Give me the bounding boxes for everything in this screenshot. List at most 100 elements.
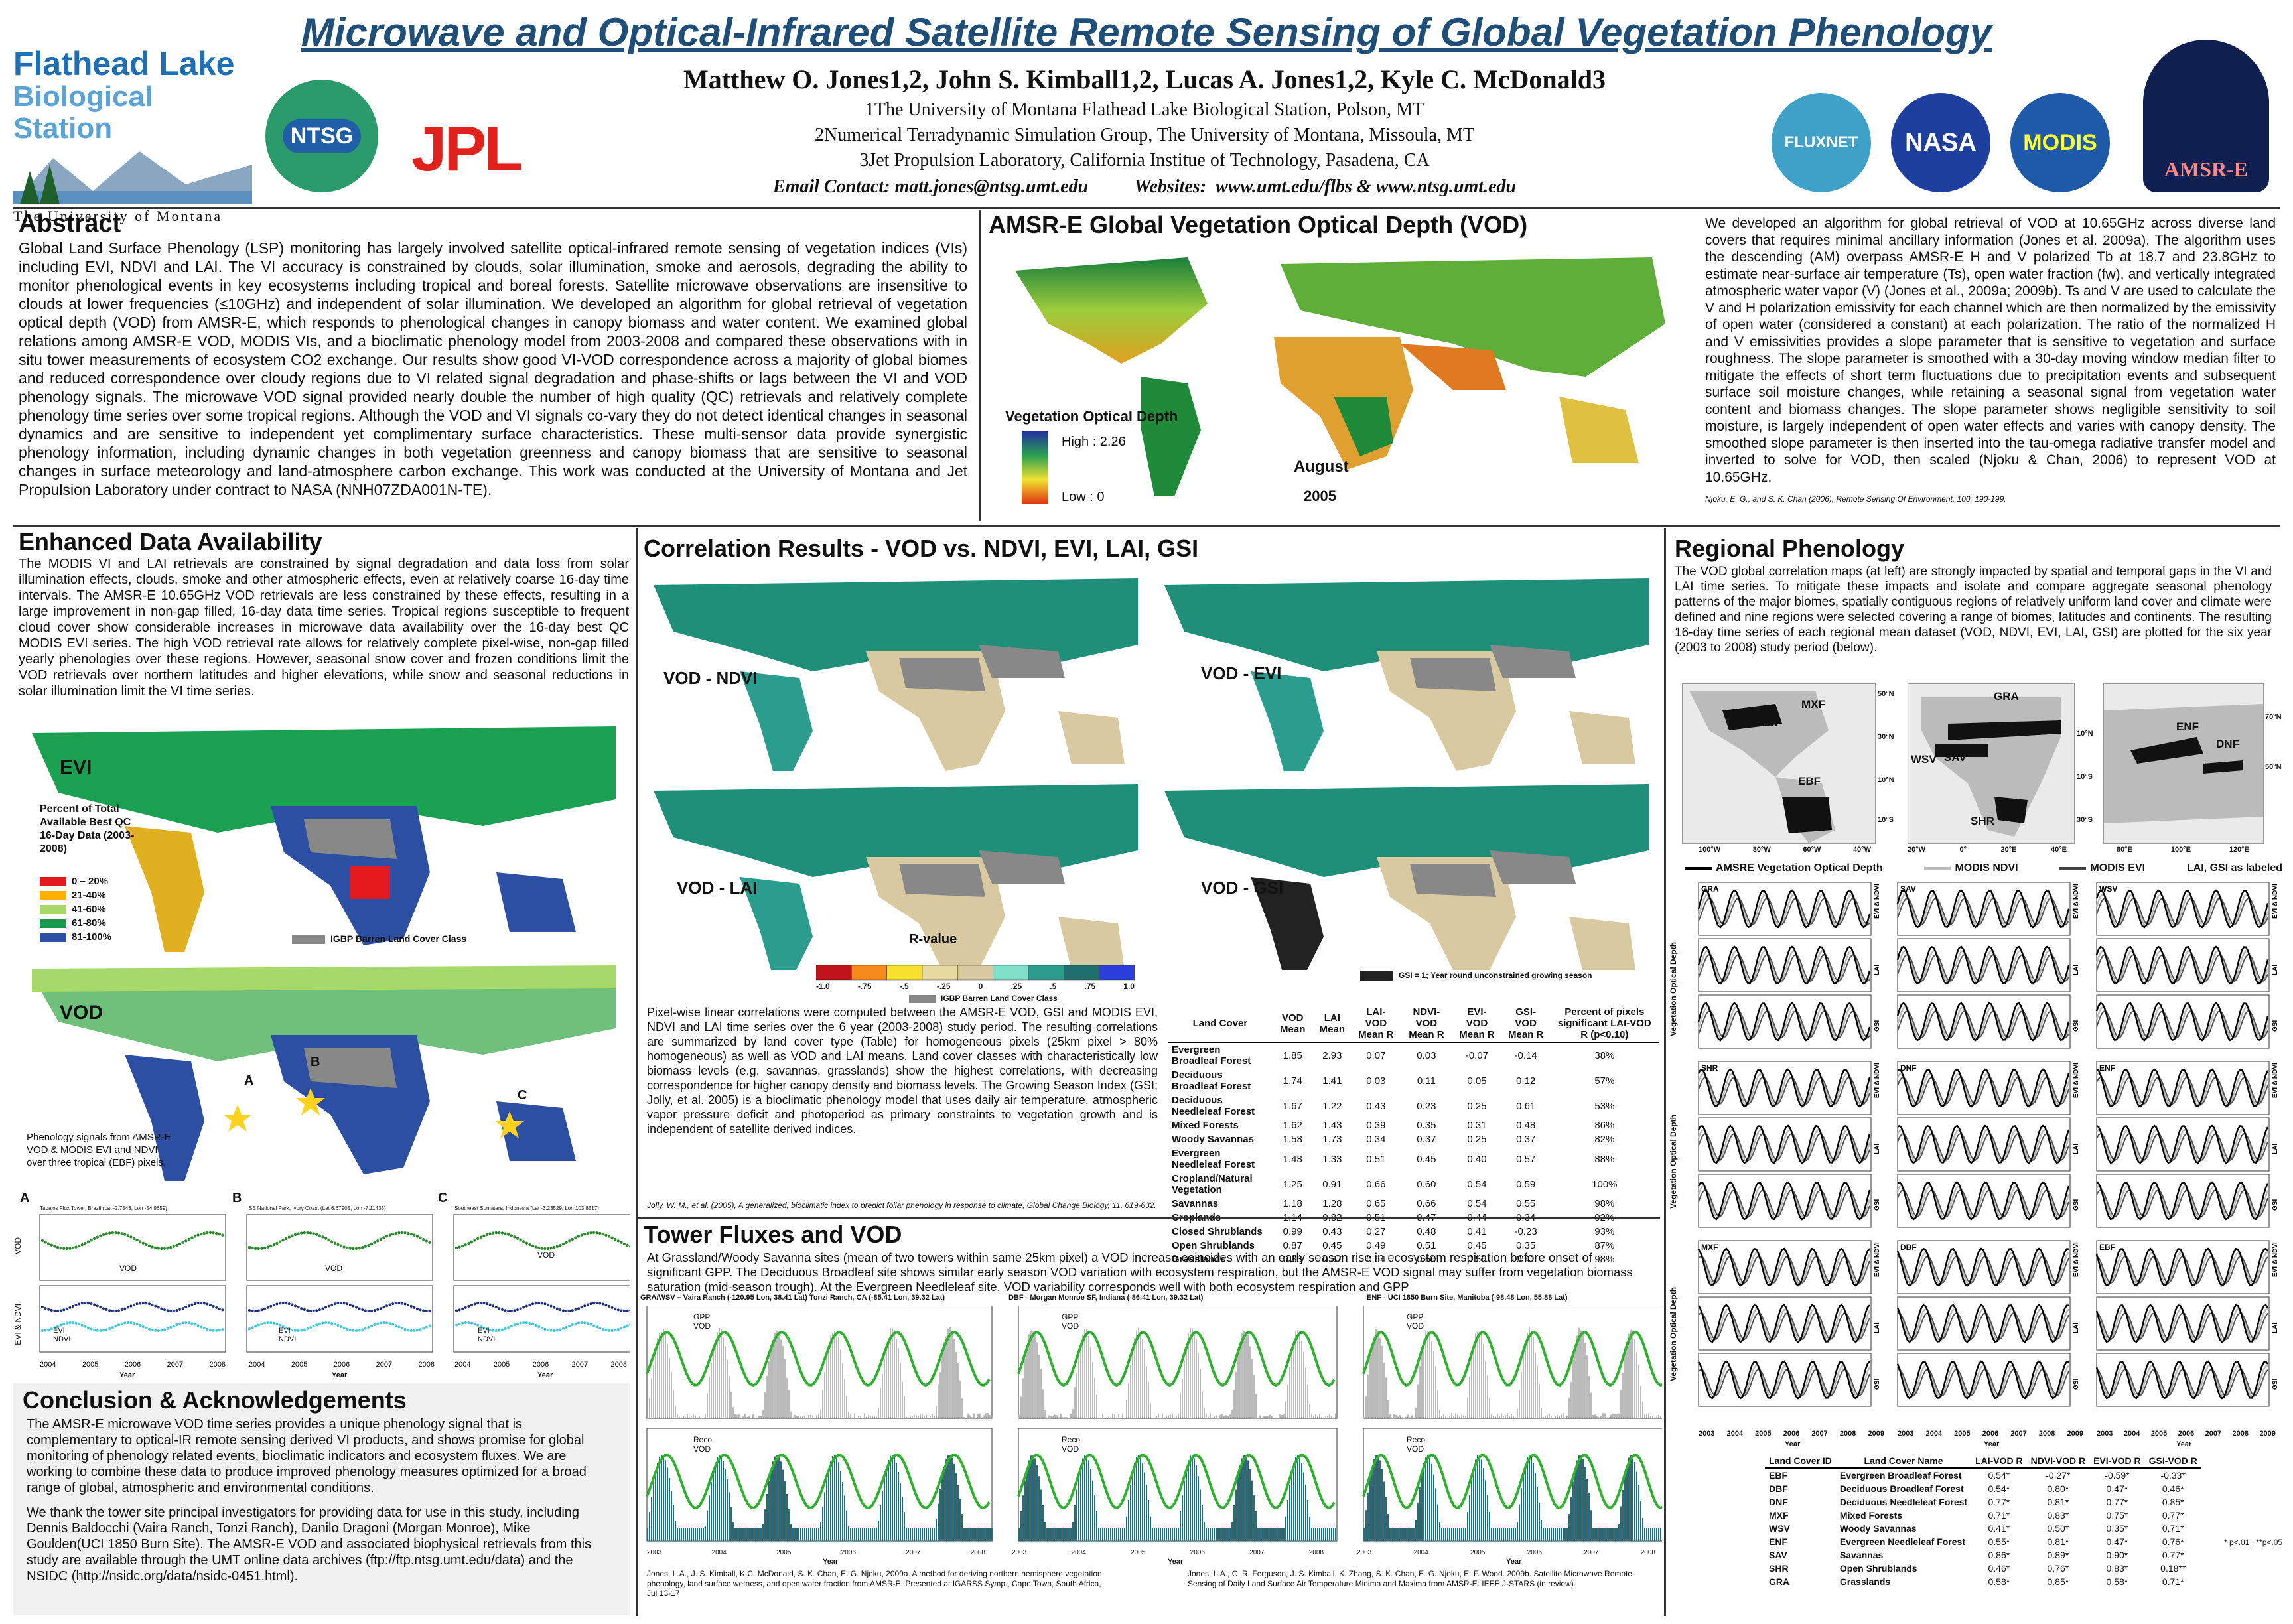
- legend-item-1: 0 – 20%: [40, 876, 111, 887]
- vod-point: [556, 1245, 559, 1248]
- gpp-bar: [778, 1333, 780, 1418]
- vod-point: [388, 1233, 391, 1236]
- divider: [636, 528, 638, 1616]
- gpp-bar: [824, 1372, 825, 1418]
- evi-point: [260, 1323, 263, 1325]
- reco-bar: [723, 1461, 724, 1541]
- gpp-bar: [1267, 1416, 1269, 1418]
- reco-bar: [961, 1514, 963, 1541]
- ndvi-point: [173, 1310, 175, 1312]
- vod-point: [528, 1243, 531, 1246]
- tower-reference-2: Jones, L.A., C. R. Ferguson, J. S. Kimba…: [1188, 1569, 1652, 1589]
- year-tick: 2007: [2205, 1430, 2221, 1438]
- reco-bar: [886, 1467, 887, 1541]
- ndvi-point: [346, 1302, 348, 1305]
- vod-point: [181, 1241, 184, 1243]
- reco-bar: [1642, 1518, 1643, 1541]
- tower-chart-2: [1018, 1306, 1337, 1541]
- site-c-year-ticks: 2004 2005 2006 2007 2008: [454, 1361, 627, 1369]
- ndvi-point: [629, 1309, 630, 1312]
- gpp-bar: [886, 1347, 887, 1418]
- reco-bar: [1411, 1528, 1413, 1541]
- reco-bar: [727, 1479, 728, 1541]
- table-cell: 0.34: [1352, 1132, 1401, 1146]
- gpp-bar: [1315, 1414, 1316, 1418]
- gpp-bar: [1612, 1414, 1614, 1418]
- reg-header-1: Land Cover Name: [1836, 1454, 1971, 1468]
- reco-bar: [1441, 1528, 1442, 1541]
- ndvi-point: [349, 1304, 352, 1306]
- vod-point: [291, 1234, 293, 1237]
- evi-point: [315, 1323, 318, 1326]
- gpp-bar: [1616, 1414, 1618, 1418]
- gpp-bar: [687, 1414, 688, 1418]
- gpp-bar: [1086, 1329, 1087, 1418]
- vod-lai-label: VOD - LAI: [677, 878, 757, 898]
- reco-bar: [1407, 1528, 1409, 1541]
- reco-bar: [754, 1528, 756, 1541]
- year-tick: 2003: [2097, 1430, 2113, 1438]
- reco-bar: [798, 1528, 799, 1541]
- table-cell: 0.35: [1401, 1118, 1453, 1132]
- evi-point: [114, 1325, 117, 1327]
- gpp-bar: [1634, 1339, 1635, 1418]
- americas-lat-ticks: 50°N 30°N 10°N 10°S: [1878, 683, 1904, 843]
- regional-map-americas: [1682, 683, 1876, 844]
- ndvi-point: [123, 1307, 126, 1310]
- reco-bar: [1624, 1476, 1626, 1541]
- gpp-bar: [669, 1357, 670, 1418]
- lat-tick: 50°N: [2265, 763, 2282, 771]
- ndvi-point: [330, 1304, 333, 1306]
- map-landmass: [1058, 917, 1125, 970]
- gpp-bar: [892, 1329, 893, 1418]
- regional-left-axis-2: Vegetation Optical Depth: [1669, 1115, 1678, 1209]
- reco-bar: [1331, 1528, 1332, 1541]
- regional-table: Land Cover ID Land Cover Name LAI-VOD R NDV…: [1765, 1454, 2201, 1588]
- evi-point: [602, 1328, 604, 1331]
- gpp-bar: [900, 1363, 901, 1418]
- divider: [979, 210, 981, 521]
- vod-point: [549, 1247, 552, 1249]
- table-cell: 1.22: [1313, 1093, 1352, 1118]
- evi-point: [531, 1323, 534, 1325]
- site-a-ndvi-series-label: NDVI: [53, 1335, 70, 1343]
- ndvi-point: [489, 1304, 492, 1306]
- evi-point: [535, 1324, 537, 1327]
- gpp-bar: [1295, 1331, 1296, 1418]
- gpp-bar: [1210, 1413, 1211, 1418]
- reco-bar: [709, 1495, 710, 1541]
- vod-point: [288, 1235, 291, 1238]
- reco-bar: [1032, 1455, 1034, 1541]
- gpp-bar: [1072, 1409, 1074, 1418]
- reco-bar: [1373, 1459, 1375, 1541]
- gpp-bar: [1377, 1331, 1379, 1418]
- regional-row-axis-label: GSI: [2073, 1199, 2080, 1211]
- reco-bar: [1493, 1528, 1494, 1541]
- ndvi-point: [121, 1308, 123, 1311]
- ndvi-point: [167, 1309, 169, 1312]
- tower-site3-title: ENF - UCI 1850 Burn Site, Manitoba (-98.…: [1367, 1294, 1659, 1302]
- evi-point: [397, 1325, 400, 1328]
- reco-bar: [1473, 1468, 1474, 1541]
- ndvi-point: [361, 1308, 364, 1311]
- reco-bar: [1247, 1460, 1249, 1541]
- vod-legend-ramp: [1022, 431, 1048, 504]
- regional-panel-label: ENF: [2099, 1063, 2115, 1073]
- reco-bar: [854, 1528, 855, 1541]
- gpp-bar: [1178, 1414, 1179, 1418]
- reco-bar: [932, 1528, 933, 1541]
- tower-year-label-2: Year: [1168, 1558, 1183, 1566]
- reco-bar: [1180, 1511, 1181, 1541]
- table-cell: 0.12: [1501, 1068, 1551, 1093]
- gpp-bar: [1451, 1413, 1452, 1418]
- region-label-sav: SAV: [1944, 751, 1967, 764]
- gpp-bar: [1174, 1417, 1175, 1418]
- evi-point: [215, 1329, 218, 1332]
- vod-point: [470, 1240, 473, 1243]
- ndvi-point: [44, 1307, 47, 1310]
- gpp-bar: [659, 1333, 660, 1418]
- rvalue-swatch: [957, 965, 993, 980]
- region-label-dnf: DNF: [2216, 738, 2239, 751]
- reco-bar: [920, 1528, 921, 1541]
- gpp-bar: [1281, 1415, 1283, 1418]
